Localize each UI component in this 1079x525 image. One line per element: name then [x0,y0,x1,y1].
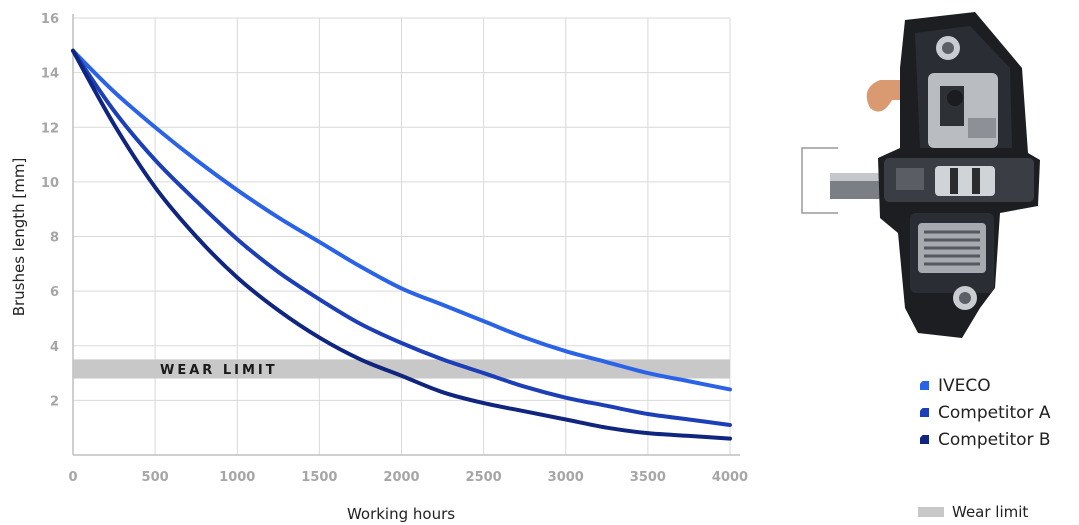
x-tick-label: 2500 [466,470,502,485]
x-tick-label: 0 [68,470,77,485]
legend-item-wear-limit: Wear limit [918,503,1028,521]
legend-swatch-wear-limit [918,507,944,517]
legend-item-competitor-b: Competitor B [920,426,1079,453]
legend-label: Competitor B [938,429,1051,450]
x-tick-label: 3000 [548,470,584,485]
chart-tick-labels: 0 500 1000 1500 2000 2500 3000 3500 4000 2 4 6 8 10 12… [41,12,748,485]
legend-swatch-competitor-b [920,435,929,444]
x-tick-label: 1000 [219,470,255,485]
chart-grid [73,17,731,455]
series-line-competitor-b [71,48,732,441]
y-tick-label: 2 [50,394,59,409]
legend-label: IVECO [938,375,991,396]
wear-limit-band [73,359,730,379]
legend-label: Wear limit [952,503,1029,521]
y-tick-label: 14 [41,67,59,82]
legend: IVECO Competitor A Competitor B [920,372,1079,453]
series-line-iveco [71,48,732,392]
y-tick-label: 6 [50,285,59,300]
y-tick-label: 10 [41,176,59,191]
voltage-regulator-icon [801,12,1040,338]
y-tick-label: 4 [50,340,59,355]
legend-swatch-iveco [920,381,929,390]
x-axis-title: Working hours [347,505,455,523]
chart-series [71,48,732,441]
legend-swatch-competitor-a [920,408,929,417]
y-tick-label: 12 [41,121,59,136]
chart-axes [72,14,740,456]
y-tick-label: 16 [41,12,59,27]
x-tick-label: 2000 [383,470,419,485]
x-tick-label: 500 [142,470,169,485]
y-tick-label: 8 [50,231,59,246]
legend-label: Competitor A [938,402,1051,423]
x-tick-label: 3500 [630,470,666,485]
x-tick-label: 4000 [712,470,748,485]
y-axis-title: Brushes length [mm] [10,158,28,317]
legend-item-competitor-a: Competitor A [920,399,1079,426]
legend-item-iveco: IVECO [920,372,1079,399]
series-line-competitor-a [71,48,732,427]
x-tick-label: 1500 [301,470,337,485]
wear-limit-label: WEAR LIMIT [160,363,278,378]
